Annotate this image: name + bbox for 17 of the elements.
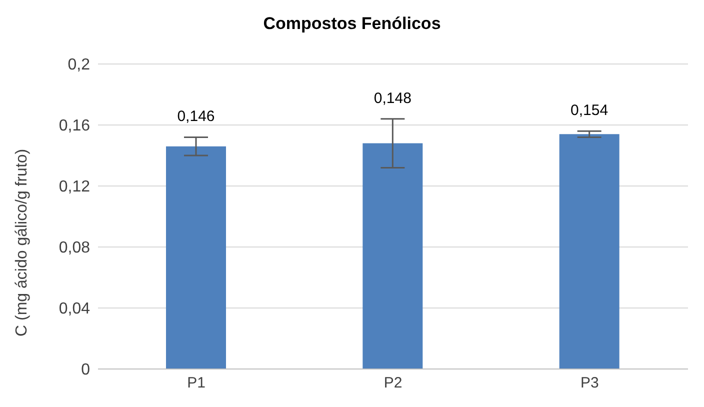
x-tick-label: P3: [580, 374, 599, 392]
y-tick-label: 0: [81, 362, 90, 379]
x-tick-label: P1: [187, 374, 206, 392]
data-label: 0,148: [374, 90, 412, 107]
y-tick-label: 0,16: [58, 118, 90, 135]
y-tick-label: 0,08: [58, 240, 90, 257]
bar: [362, 143, 423, 369]
x-tick-label: P2: [384, 374, 402, 392]
y-tick-label: 0,04: [58, 300, 90, 318]
bar: [166, 146, 226, 369]
chart-title: Compostos Fenólicos: [262, 14, 442, 34]
data-label: 0,154: [570, 102, 608, 120]
data-label: 0,146: [177, 108, 215, 126]
y-tick-label: 0,2: [68, 56, 90, 74]
bar: [559, 134, 620, 369]
y-axis-title: C (mg ácido gálico/g fruto): [14, 148, 31, 336]
y-tick-label: 0,12: [58, 178, 90, 196]
